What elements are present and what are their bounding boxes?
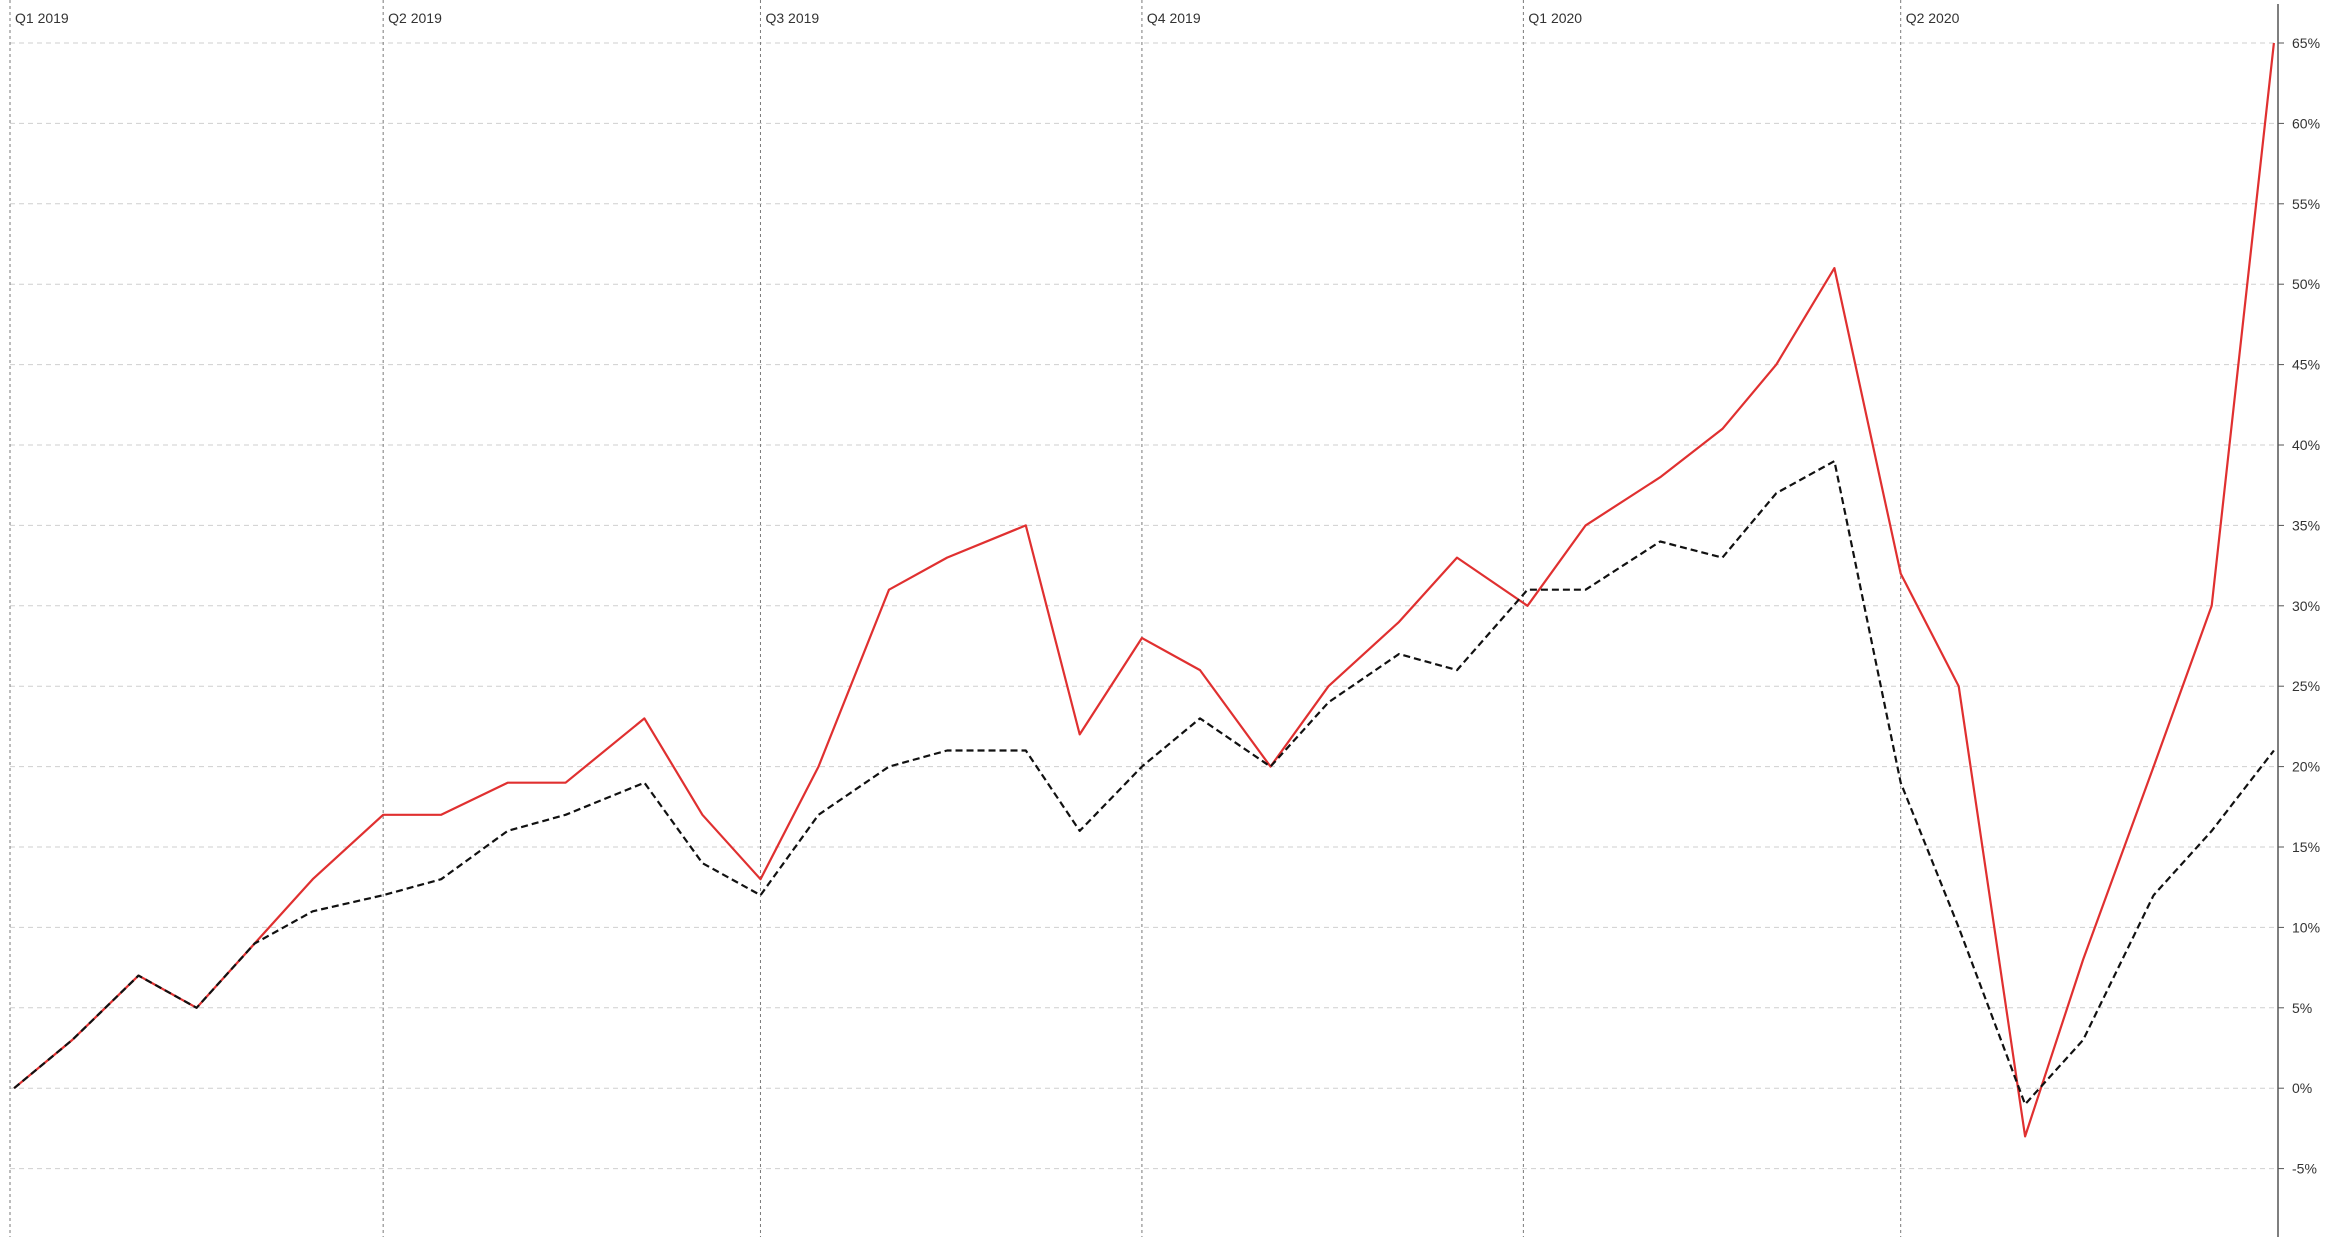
x-tick-label: Q1 2019 — [15, 10, 69, 26]
y-tick-label: 10% — [2292, 919, 2320, 935]
series-lines — [13, 42, 2275, 1138]
y-tick-label: 55% — [2292, 196, 2320, 212]
x-tick-label: Q1 2020 — [1528, 10, 1582, 26]
y-tick-label: -5% — [2292, 1161, 2317, 1177]
y-tick-label: 30% — [2292, 598, 2320, 614]
series-line-1 — [13, 42, 2275, 1138]
x-tick-label: Q2 2019 — [388, 10, 442, 26]
y-tick-label: 45% — [2292, 357, 2320, 373]
series-line-2 — [13, 460, 2275, 1106]
y-tick-label: 25% — [2292, 678, 2320, 694]
y-tick-label: 20% — [2292, 759, 2320, 775]
y-tick-label: 0% — [2292, 1080, 2312, 1096]
axes — [2277, 4, 2284, 1237]
tick-labels: 65% 60% 55% 50% 45% 40% 35% 30% 25% 20% 15% 10% 5% 0%… — [15, 10, 2320, 1177]
x-tick-label: Q4 2019 — [1147, 10, 1201, 26]
x-tick-label: Q2 2020 — [1906, 10, 1960, 26]
y-tick-label: 60% — [2292, 115, 2320, 131]
grid — [9, 0, 2278, 1237]
y-tick-label: 50% — [2292, 276, 2320, 292]
y-tick-label: 15% — [2292, 839, 2320, 855]
x-tick-label: Q3 2019 — [765, 10, 819, 26]
y-tick-label: 40% — [2292, 437, 2320, 453]
y-tick-label: 5% — [2292, 1000, 2312, 1016]
y-tick-label: 65% — [2292, 35, 2320, 51]
y-tick-label: 35% — [2292, 517, 2320, 533]
